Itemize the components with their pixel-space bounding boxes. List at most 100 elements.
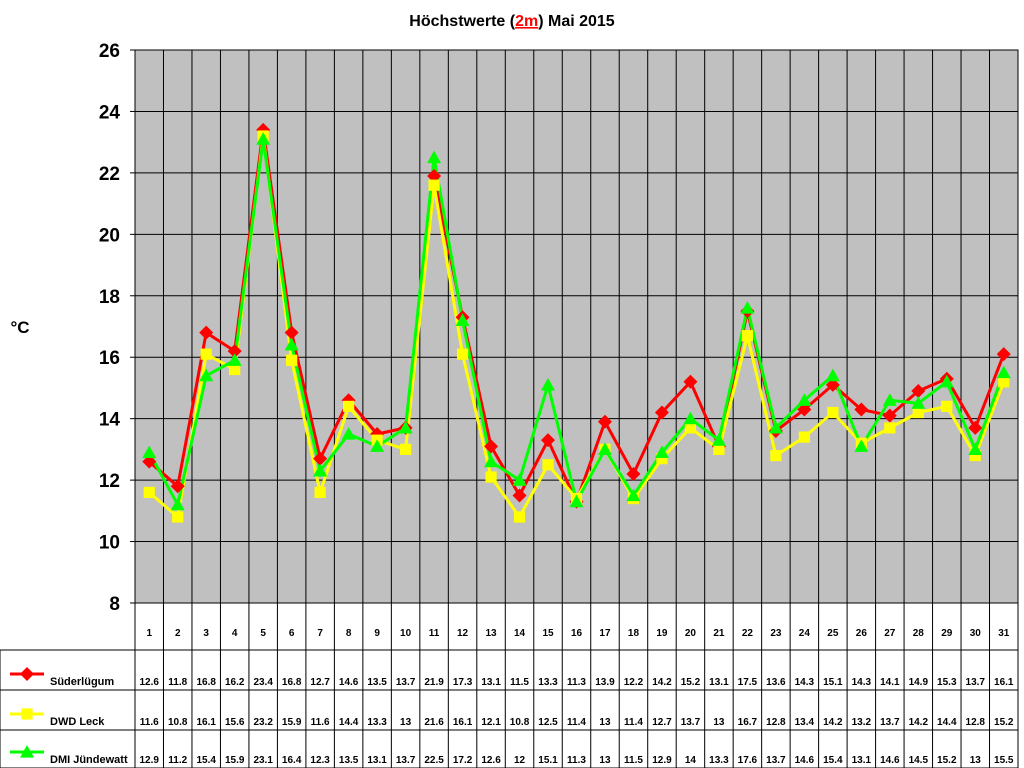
x-tick-label: 2 [175, 628, 181, 639]
x-tick-label: 1 [146, 628, 152, 639]
table-value: 15.2 [994, 717, 1014, 728]
legend-label: DWD Leck [50, 716, 105, 728]
table-value: 13.9 [595, 677, 615, 688]
data-point [314, 486, 326, 498]
x-tick-label: 3 [203, 628, 209, 639]
data-point [854, 439, 869, 452]
data-point [513, 511, 526, 523]
table-value: 15.6 [225, 717, 245, 728]
x-tick-label: 25 [827, 628, 839, 639]
table-value: 17.5 [738, 677, 758, 688]
table-value: 12.1 [481, 717, 501, 728]
table-value: 13.4 [795, 717, 815, 728]
table-value: 14.1 [880, 677, 900, 688]
data-point [768, 420, 783, 434]
table-value: 13.1 [481, 677, 501, 688]
table-value: 13.3 [538, 677, 558, 688]
x-tick-label: 10 [400, 628, 412, 639]
table-value: 16.1 [994, 677, 1014, 688]
data-point [284, 337, 299, 351]
data-point [284, 325, 299, 340]
data-point [142, 454, 157, 469]
table-value: 10.8 [510, 717, 530, 728]
table-value: 21.9 [424, 677, 444, 688]
chart-title: Höchstwerte (2m) Mai 2015 [409, 13, 615, 30]
table-value: 13 [599, 717, 611, 728]
x-tick-label: 20 [685, 628, 697, 639]
table-value: 11.6 [311, 717, 330, 728]
data-point [398, 420, 413, 434]
y-tick-label: 8 [109, 594, 120, 615]
table-value: 13.7 [681, 717, 701, 728]
legend-marker [21, 708, 33, 720]
data-point [227, 353, 242, 366]
data-point [740, 301, 755, 314]
table-value: 13.1 [367, 755, 387, 766]
y-tick-label: 10 [99, 533, 120, 554]
table-value: 12.5 [538, 717, 558, 728]
table-value: 14.3 [795, 677, 815, 688]
table-value: 13.6 [766, 677, 786, 688]
table-value: 12.9 [140, 755, 160, 766]
data-point [569, 494, 584, 508]
table-value: 14.2 [909, 717, 929, 728]
table-value: 10.8 [168, 717, 188, 728]
data-point [142, 445, 157, 459]
title-highlight: 2m [515, 13, 538, 30]
data-point [455, 313, 470, 326]
table-value: 14.6 [880, 755, 900, 766]
data-point [941, 400, 953, 412]
y-tick-label: 26 [99, 41, 120, 62]
data-point [798, 431, 810, 443]
table-value: 15.2 [937, 755, 957, 766]
x-tick-label: 13 [485, 628, 497, 639]
data-point [512, 488, 527, 503]
table-value: 14 [685, 755, 697, 766]
table-value: 16.4 [282, 755, 302, 766]
table-value: 15.9 [225, 755, 245, 766]
data-point [998, 376, 1010, 388]
x-tick-label: 24 [799, 628, 811, 639]
table-value: 13 [970, 755, 982, 766]
table-value: 15.3 [937, 677, 957, 688]
data-point [854, 402, 869, 417]
y-tick-label: 20 [99, 225, 120, 246]
data-point [229, 363, 241, 376]
y-tick-label: 22 [99, 164, 120, 185]
table-value: 14.6 [795, 755, 815, 766]
table-value: 11.8 [168, 677, 187, 688]
table-value: 16.1 [196, 717, 216, 728]
data-point [200, 348, 212, 360]
data-point [199, 325, 214, 340]
data-point [484, 454, 499, 468]
data-point [882, 408, 897, 423]
x-tick-label: 18 [628, 628, 640, 639]
data-point [968, 420, 983, 435]
data-point [170, 479, 185, 494]
table-value: 23.1 [253, 755, 273, 766]
table-value: 11.3 [567, 677, 586, 688]
x-tick-label: 15 [542, 628, 554, 639]
table-value: 17.3 [453, 677, 473, 688]
table-value: 14.2 [823, 717, 843, 728]
data-point [683, 411, 698, 425]
table-value: 11.5 [624, 755, 643, 766]
table-value: 16.7 [738, 717, 758, 728]
data-point [654, 405, 669, 420]
table-value: 12.8 [766, 717, 786, 728]
data-point [827, 406, 839, 419]
data-point [912, 406, 924, 419]
table-value: 13 [400, 717, 412, 728]
data-point [969, 449, 981, 462]
x-tick-label: 5 [260, 628, 266, 639]
table-value: 14.3 [852, 677, 872, 688]
table-value: 13.1 [852, 755, 872, 766]
data-point [825, 368, 840, 382]
table-value: 12.9 [652, 755, 672, 766]
data-point [341, 427, 356, 440]
table-value: 13.5 [339, 755, 359, 766]
data-point [797, 393, 812, 406]
table-value: 12.6 [481, 755, 501, 766]
data-point [286, 354, 298, 366]
